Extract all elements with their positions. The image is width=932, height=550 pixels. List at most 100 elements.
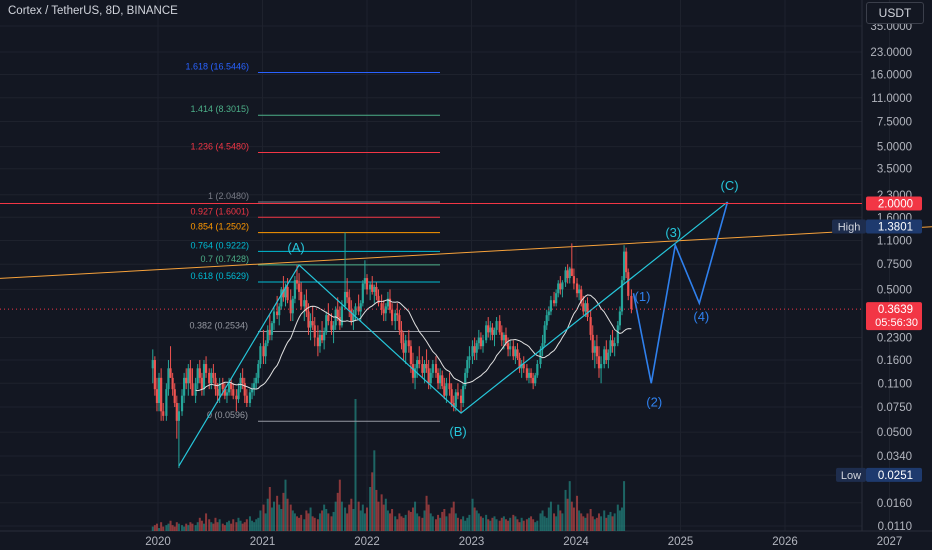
price-lines (0, 202, 862, 310)
volume-bar (427, 504, 430, 531)
candle-body (493, 329, 496, 335)
wave-label-a: (A) (287, 240, 304, 255)
volume-bar (266, 498, 269, 531)
volume-bar (477, 513, 480, 531)
candle-body (607, 352, 610, 361)
wave-label-3: (3) (665, 225, 681, 240)
volume-bar (402, 517, 405, 531)
volume-bar (366, 507, 368, 531)
candle-body (534, 375, 537, 384)
volume-bar (245, 519, 248, 531)
volume-bar (216, 522, 219, 531)
wave-label-1: (1) (635, 289, 651, 304)
volume-bar (564, 489, 567, 531)
candle-body (464, 372, 467, 387)
candle-body (514, 349, 517, 357)
candle-body (377, 295, 380, 304)
price-tick-label: 0.0340 (877, 451, 912, 463)
candle-body (214, 377, 217, 390)
candle-body (243, 383, 246, 396)
candle-body (330, 321, 333, 330)
candle-body (620, 280, 624, 312)
candle-body (153, 360, 156, 390)
level-price-value: 2.0000 (878, 198, 913, 210)
volume-bar (270, 507, 273, 531)
candle-body (450, 389, 453, 403)
candle-body (416, 360, 419, 369)
candle-body (348, 297, 351, 310)
volume-bar (293, 513, 296, 531)
volume-bar (171, 525, 174, 531)
volume-bar (361, 504, 364, 531)
candle-body (357, 306, 360, 312)
volume-bar (298, 517, 301, 531)
time-axis: 2020 2021 2022 2023 2024 2025 2026 2027 (145, 536, 902, 548)
candle-body (561, 282, 564, 290)
candle-body (332, 325, 335, 330)
volume-bar (332, 511, 335, 531)
candle-body (504, 334, 508, 344)
volume-bar (409, 511, 412, 531)
candle-body (365, 278, 369, 290)
time-tick-label: 2023 (459, 536, 485, 548)
volume-bar (502, 516, 505, 531)
volume-bar (239, 520, 242, 531)
chart-title: Cortex / TetherUS, 8D, BINANCE (8, 5, 178, 17)
candle-body (509, 346, 512, 350)
candle-body (300, 291, 303, 307)
volume-bar (255, 519, 258, 531)
volume-bar (452, 501, 455, 531)
volume-bar (407, 510, 410, 531)
candle-body (402, 343, 405, 353)
price-tick-label: 5.0000 (877, 142, 912, 154)
volume-bar (589, 509, 592, 531)
price-tick-label: 16.0000 (870, 70, 912, 82)
volume-bar (210, 522, 213, 531)
candle-body (543, 325, 546, 344)
candle-body (175, 402, 178, 421)
price-tick-label: 0.1600 (877, 355, 912, 367)
volume-bar (303, 519, 306, 531)
volume-bar (559, 510, 562, 531)
volume-bar (357, 501, 360, 531)
volume-bar (504, 519, 507, 531)
volume-bar (555, 516, 558, 531)
candle-body (286, 286, 289, 301)
volume-bar (323, 504, 326, 531)
volume-bar (493, 516, 496, 531)
moving-average (195, 294, 632, 392)
candle-body (572, 276, 576, 284)
volume-bar (425, 495, 428, 531)
volume-bar (518, 522, 521, 531)
volume-bar (338, 479, 341, 531)
volume-bar (572, 507, 575, 531)
volume-bar (485, 514, 488, 531)
volume-bar (380, 494, 383, 531)
candle-body (235, 395, 238, 400)
volume-bar (189, 522, 192, 531)
volume-bar (318, 513, 321, 531)
volume-bar (373, 450, 376, 531)
volume-bar (167, 523, 170, 531)
volume-bar (218, 519, 221, 531)
volume-bar (241, 523, 244, 531)
volume-bar (396, 519, 399, 531)
candle-body (407, 340, 410, 347)
candle-body (200, 377, 203, 390)
candle-body (396, 313, 399, 316)
volume-bar (232, 519, 235, 531)
currency-button[interactable]: USDT (866, 2, 924, 24)
volume-bar (162, 526, 165, 531)
candle-body (230, 383, 233, 390)
candle-body (485, 325, 488, 341)
high-price-value: 1.3801 (878, 221, 913, 233)
candle-body (282, 289, 285, 298)
low-label-tag (836, 467, 866, 482)
current-price-tag (866, 302, 922, 331)
volume-bar (311, 516, 314, 531)
candle-body (536, 364, 539, 376)
candle-body (386, 298, 389, 307)
volume-bar (462, 516, 465, 531)
candle-body (363, 278, 367, 284)
volume-bar (359, 510, 362, 531)
